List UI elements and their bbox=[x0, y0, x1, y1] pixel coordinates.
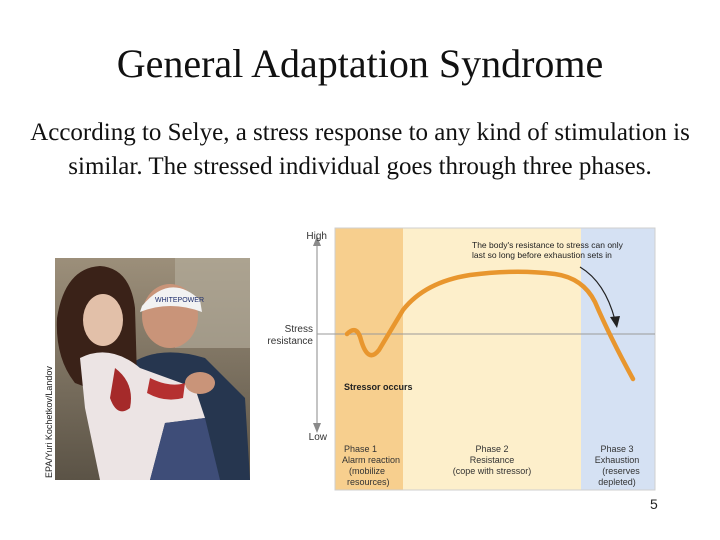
slide-body-text: According to Selye, a stress response to… bbox=[30, 119, 690, 180]
svg-text:Phase 3: Phase 3 bbox=[600, 444, 633, 454]
svg-text:resources): resources) bbox=[347, 477, 390, 487]
axis-label-stress: Stress bbox=[285, 324, 313, 335]
slide-title: General Adaptation Syndrome bbox=[116, 41, 604, 86]
photo-credit: EPA/Yuri Kochetkov/Landov bbox=[44, 366, 54, 478]
cap-text: WHITEPOWER bbox=[155, 297, 204, 304]
phase-3-band bbox=[581, 228, 655, 490]
svg-text:Phase 2: Phase 2 bbox=[475, 444, 508, 454]
resistance-curve bbox=[344, 269, 636, 382]
svg-text:(reserves: (reserves bbox=[602, 466, 640, 476]
axis-label-resistance: resistance bbox=[267, 336, 313, 347]
stress-photo: WHITEPOWER bbox=[55, 258, 250, 480]
phase-2-label: Phase 2 Resistance (cope with stressor) bbox=[453, 444, 532, 476]
gas-chart: High Low Stress resistance The body's re… bbox=[267, 227, 656, 491]
svg-text:Resistance: Resistance bbox=[470, 455, 515, 465]
phase-3-label: Phase 3 Exhaustion (reserves depleted) bbox=[595, 444, 641, 487]
slide-number: 5 bbox=[650, 496, 658, 512]
svg-text:Exhaustion: Exhaustion bbox=[595, 455, 640, 465]
stressor-label: Stressor occurs bbox=[344, 382, 413, 392]
svg-text:Phase 1: Phase 1 bbox=[344, 444, 377, 454]
axis-high-label: High bbox=[306, 231, 327, 242]
annotation-line-2: last so long before exhaustion sets in bbox=[472, 250, 612, 260]
annotation-arrow bbox=[579, 266, 616, 321]
svg-text:Alarm reaction: Alarm reaction bbox=[342, 455, 400, 465]
axis-low-label: Low bbox=[309, 432, 328, 443]
annotation-line-1: The body's resistance to stress can only bbox=[472, 240, 624, 250]
svg-text:(cope with stressor): (cope with stressor) bbox=[453, 466, 532, 476]
phase-1-band bbox=[335, 228, 403, 490]
phase-1-label: Phase 1 Alarm reaction (mobilize resourc… bbox=[342, 444, 400, 487]
svg-text:(mobilize: (mobilize bbox=[349, 466, 385, 476]
svg-text:depleted): depleted) bbox=[598, 477, 636, 487]
